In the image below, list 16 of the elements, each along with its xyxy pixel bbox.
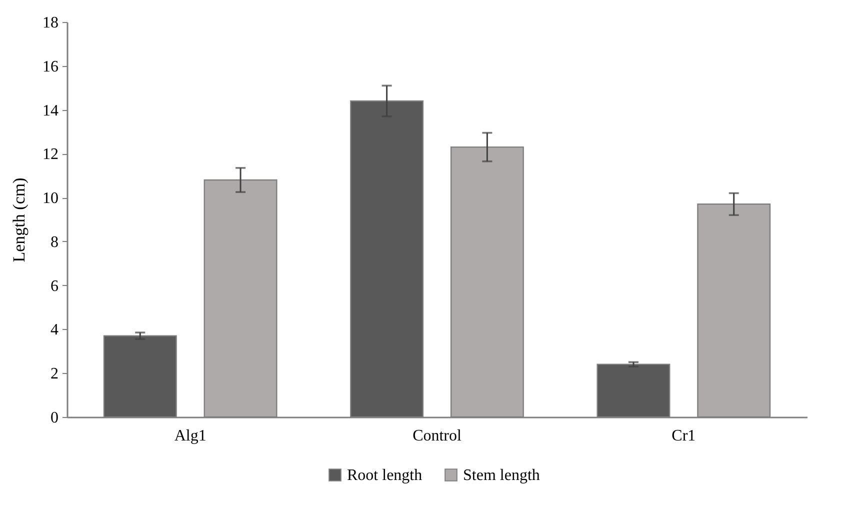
y-axis-title: Length (cm) bbox=[10, 178, 28, 262]
x-tick-label: Cr1 bbox=[672, 428, 696, 444]
legend-label: Stem length bbox=[463, 467, 540, 484]
y-tick-label: 10 bbox=[42, 190, 58, 208]
y-tick-label: 2 bbox=[50, 366, 58, 383]
y-tick-label: 0 bbox=[50, 410, 58, 426]
y-tick-label: 16 bbox=[42, 58, 58, 76]
y-tick-label: 18 bbox=[42, 14, 58, 32]
x-tick-label: Alg1 bbox=[174, 428, 206, 444]
y-tick-label: 14 bbox=[42, 102, 58, 120]
y-tick-label: 4 bbox=[50, 322, 58, 339]
y-tick-label: 12 bbox=[42, 146, 58, 164]
y-tick-label: 8 bbox=[50, 234, 58, 251]
y-tick-label: 6 bbox=[50, 278, 58, 295]
x-tick-label: Control bbox=[412, 428, 462, 444]
legend-label: Root length bbox=[347, 467, 422, 484]
